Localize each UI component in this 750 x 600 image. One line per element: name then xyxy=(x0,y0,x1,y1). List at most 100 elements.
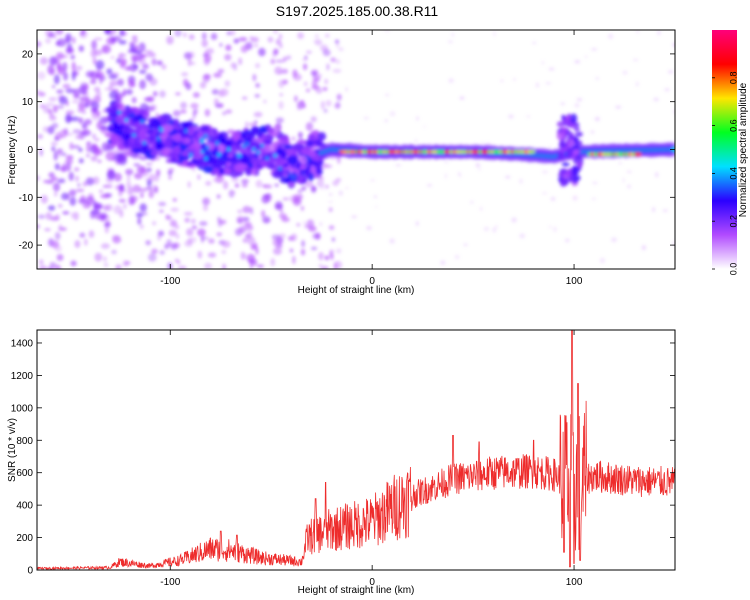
heatmap-blob xyxy=(122,140,131,147)
heatmap-blob xyxy=(140,192,144,199)
heatmap-blob xyxy=(166,239,172,246)
heatmap-blob xyxy=(49,262,57,268)
heatmap-blob xyxy=(331,237,336,242)
heatmap-blob xyxy=(272,170,284,179)
heatmap-blob xyxy=(305,88,311,93)
heatmap-blob xyxy=(275,59,285,63)
heatmap-blob xyxy=(52,182,61,192)
heatmap-blob xyxy=(136,165,146,174)
heatmap-blob xyxy=(230,155,243,164)
heatmap-blob xyxy=(329,253,334,261)
heatmap-blob xyxy=(70,260,77,267)
heatmap-blob xyxy=(222,150,229,159)
heatmap-blob xyxy=(38,265,48,269)
heatmap-blob xyxy=(56,89,64,94)
heatmap-blob xyxy=(101,44,112,54)
heatmap-blob xyxy=(566,171,571,178)
heatmap-blob xyxy=(568,138,574,149)
heatmap-blob xyxy=(149,135,155,142)
heatmap-blob xyxy=(170,243,178,251)
heatmap-blob xyxy=(310,185,317,194)
heatmap-blob xyxy=(263,144,272,153)
heatmap-blob xyxy=(519,178,523,185)
heatmap-blob xyxy=(230,190,236,195)
heatmap-blob xyxy=(215,141,220,146)
heatmap-blob xyxy=(175,92,181,96)
heatmap-blob xyxy=(125,261,131,265)
heatmap-blob xyxy=(202,204,209,212)
heatmap-blob xyxy=(298,132,303,137)
heatmap-blob xyxy=(304,180,314,188)
heatmap-blob xyxy=(576,97,583,102)
heatmap-blob xyxy=(64,159,74,165)
heatmap-blob xyxy=(305,50,312,54)
heatmap-blob xyxy=(255,179,263,188)
snr-x-label: Height of straight line (km) xyxy=(298,585,415,596)
heatmap-blob xyxy=(81,122,88,129)
heatmap-blob xyxy=(204,262,212,269)
heatmap-blob xyxy=(57,150,61,157)
heatmap-blob xyxy=(95,90,102,99)
heatmap-blob xyxy=(250,125,260,135)
heatmap-blob xyxy=(574,60,581,64)
heatmap-blob xyxy=(189,118,195,122)
y-tick-label: 1400 xyxy=(11,338,34,349)
heatmap-blob xyxy=(139,79,147,90)
heatmap-blob xyxy=(120,58,128,66)
heatmap-blob xyxy=(245,225,254,231)
heatmap-blob xyxy=(152,221,157,226)
heatmap-blob xyxy=(53,150,58,161)
heatmap-blob xyxy=(324,78,329,85)
heatmap-blob xyxy=(177,265,187,269)
heatmap-blob xyxy=(275,147,283,156)
heatmap-blob xyxy=(573,149,580,156)
heatmap-blob xyxy=(70,211,75,219)
heatmap-blob xyxy=(323,108,328,113)
heatmap-blob xyxy=(183,32,187,38)
heatmap-blob xyxy=(121,91,127,97)
heatmap-blob xyxy=(576,161,583,168)
heatmap-blob xyxy=(299,99,305,104)
heatmap-blob xyxy=(636,30,639,34)
snr-x-ticks: -100 0 100 xyxy=(160,330,583,588)
heatmap-blob xyxy=(301,240,305,248)
colorbar-tick-label: 0.4 xyxy=(728,167,738,180)
heatmap-blob xyxy=(51,146,56,152)
heatmap-blob xyxy=(310,70,318,77)
heatmap-blob xyxy=(366,225,372,231)
heatmap-blob xyxy=(40,194,48,204)
heatmap-blob xyxy=(226,147,231,152)
heatmap-blob xyxy=(278,100,284,110)
heatmap-blob xyxy=(282,197,290,201)
heatmap-blob xyxy=(475,163,481,168)
heatmap-blob xyxy=(52,104,58,113)
heatmap-blob xyxy=(599,257,606,264)
heatmap-blob xyxy=(47,126,55,135)
heatmap-blob xyxy=(281,169,290,175)
heatmap-blob xyxy=(37,40,42,48)
heatmap-blob xyxy=(71,145,81,149)
heatmap-blob xyxy=(226,31,231,36)
heatmap-blob xyxy=(134,44,139,52)
heatmap-blob xyxy=(137,217,142,225)
heatmap-blob xyxy=(654,171,659,178)
heatmap-blob xyxy=(75,188,85,192)
heatmap-blob xyxy=(569,132,575,138)
heatmap-blob xyxy=(133,64,139,70)
heatmap-blob xyxy=(250,36,259,43)
heatmap-blob xyxy=(103,262,109,268)
heatmap-blob xyxy=(627,184,631,189)
heatmap-blob xyxy=(275,117,284,124)
heatmap-blob xyxy=(85,177,95,186)
heatmap-blob xyxy=(187,58,192,67)
heatmap-blob xyxy=(281,217,290,223)
heatmap-blob xyxy=(68,171,75,182)
heatmap-blob xyxy=(165,215,173,221)
heatmap-blob xyxy=(168,229,177,237)
heatmap-blob xyxy=(251,168,257,176)
heatmap-blob xyxy=(273,48,279,55)
heatmap-blob xyxy=(305,122,314,132)
heatmap-blob xyxy=(113,123,120,129)
heatmap-blob xyxy=(139,69,147,74)
